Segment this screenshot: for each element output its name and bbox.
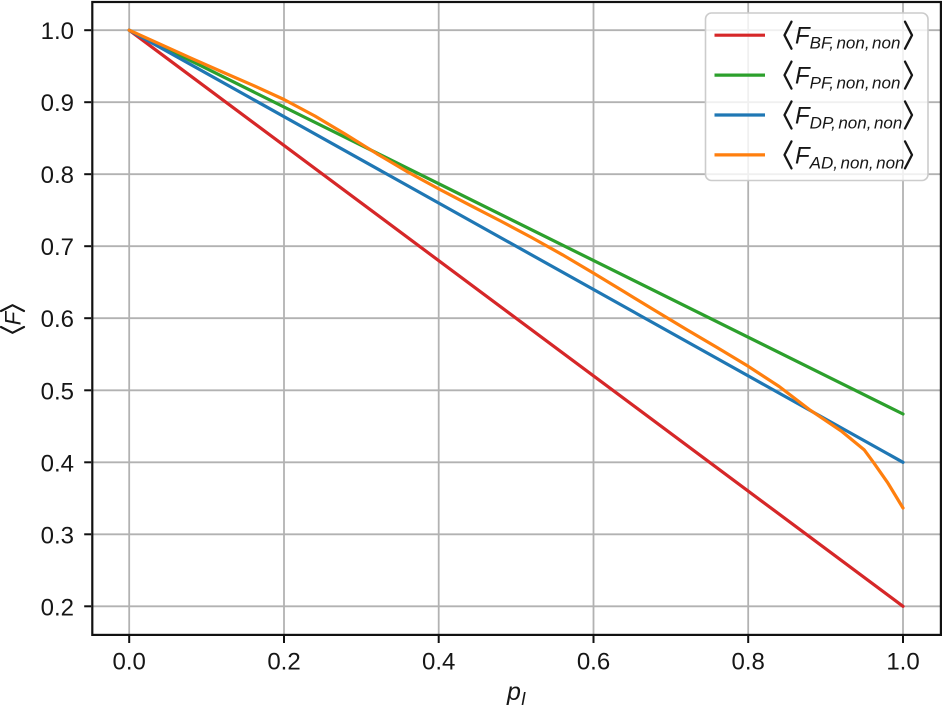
svg-text:F: F <box>1 310 26 325</box>
svg-text:0.9: 0.9 <box>41 90 74 117</box>
svg-text:0.6: 0.6 <box>577 649 610 676</box>
svg-text:pI: pI <box>506 678 526 709</box>
svg-text:0.4: 0.4 <box>41 450 74 477</box>
svg-text:0.5: 0.5 <box>41 378 74 405</box>
svg-text:0.4: 0.4 <box>422 649 455 676</box>
svg-text:0.3: 0.3 <box>41 522 74 549</box>
svg-text:0.2: 0.2 <box>41 594 74 621</box>
svg-text:0.2: 0.2 <box>267 649 300 676</box>
svg-text:0.0: 0.0 <box>113 649 146 676</box>
svg-text:0.8: 0.8 <box>732 649 765 676</box>
svg-text:0.7: 0.7 <box>41 234 74 261</box>
svg-text:1.0: 1.0 <box>886 649 919 676</box>
svg-text:0.8: 0.8 <box>41 162 74 189</box>
svg-text:0.6: 0.6 <box>41 306 74 333</box>
svg-text:1.0: 1.0 <box>41 18 74 45</box>
